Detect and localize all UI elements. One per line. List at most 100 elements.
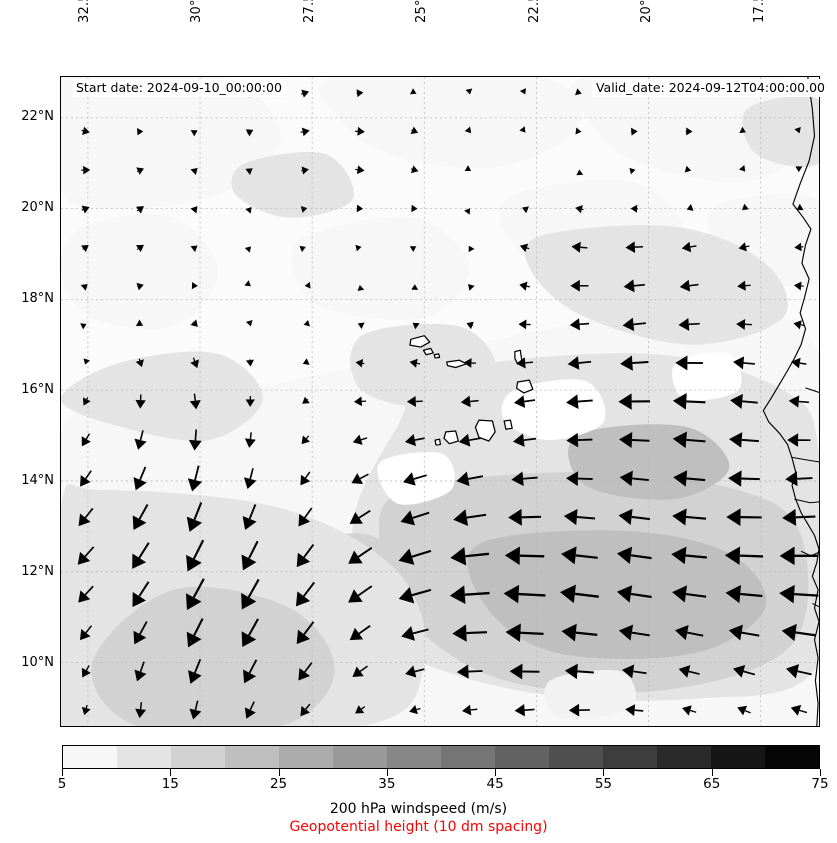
wind-vector: [622, 317, 646, 332]
wind-vector: [241, 578, 260, 610]
wind-vector: [672, 585, 707, 603]
wind-vector: [468, 245, 475, 253]
wind-vector: [303, 319, 310, 327]
wind-vector: [618, 508, 651, 526]
wind-vector: [623, 279, 645, 293]
wind-vector: [188, 658, 202, 684]
wind-vector: [518, 319, 531, 330]
wind-vector: [298, 662, 313, 681]
wind-vector: [136, 206, 144, 214]
colorbar-label-0: 5: [57, 776, 67, 792]
wind-vector: [681, 241, 697, 253]
lon-tick-6: 17.5°W: [752, 0, 767, 23]
wind-vector: [189, 393, 201, 410]
wind-vector: [673, 470, 706, 487]
colorbar-label-2: 25: [269, 776, 288, 792]
wind-vector: [186, 539, 205, 572]
colorbar-segment-5: [333, 746, 387, 768]
wind-vector: [80, 323, 87, 330]
lon-tick-3: 25°W: [414, 0, 430, 23]
wind-vector: [619, 470, 649, 487]
wind-vector: [400, 510, 430, 526]
wind-vector: [785, 471, 813, 487]
wind-vector: [241, 618, 259, 648]
island-sao-nicolau: [446, 359, 468, 369]
wind-vector: [81, 205, 90, 214]
wind-vector: [509, 663, 540, 680]
wind-vector: [355, 705, 366, 714]
wind-vector: [625, 704, 644, 717]
shading-contour-14: [467, 530, 767, 660]
wind-vector: [355, 126, 365, 136]
wind-vector: [781, 623, 817, 642]
wind-vector: [78, 585, 94, 603]
wind-vector: [464, 208, 471, 215]
colorbar-ticks: [62, 769, 821, 779]
wind-vector: [458, 433, 481, 447]
lat-tick-0: 22°N: [21, 108, 54, 124]
wind-vector: [245, 206, 252, 214]
valid-date-annotation: Valid_date: 2024-09-12T04:00:00.00: [591, 79, 829, 98]
wind-vector: [566, 432, 593, 448]
wind-vector: [739, 165, 746, 172]
wind-vector: [355, 244, 362, 252]
wind-vector: [409, 704, 421, 715]
wind-vector: [348, 547, 373, 564]
wind-vector: [349, 624, 371, 641]
wind-vector: [794, 126, 801, 134]
lat-tick-3: 16°N: [21, 382, 54, 398]
lon-tick-1: 30°W: [189, 0, 205, 23]
wind-vector: [793, 320, 805, 330]
wind-vector: [355, 165, 365, 175]
wind-vector: [729, 432, 759, 448]
island-santo-antao: [409, 335, 431, 348]
wind-vector: [514, 703, 535, 717]
wind-vector: [684, 165, 692, 173]
island-boa-vista: [516, 379, 534, 394]
colorbar-segment-10: [603, 746, 657, 768]
wind-vector: [796, 203, 804, 211]
shading-contour-19: [231, 152, 354, 218]
wind-vector: [190, 167, 198, 175]
wind-vector: [449, 585, 490, 604]
wind-vector: [679, 279, 699, 292]
wind-vector: [456, 471, 484, 487]
wind-vector: [241, 540, 259, 571]
wind-vector: [132, 581, 150, 607]
wind-vector: [630, 204, 639, 213]
colorbar-caption-sub: Geopotential height (10 dm spacing): [289, 819, 548, 835]
wind-vector: [675, 355, 703, 371]
wind-vector: [678, 317, 700, 331]
colorbar[interactable]: [62, 745, 820, 769]
wind-vector: [618, 393, 651, 410]
wind-vector: [685, 127, 693, 136]
shading-contour-1: [61, 77, 281, 209]
wind-vector: [575, 127, 582, 135]
wind-vector: [351, 473, 369, 484]
wind-vector: [724, 546, 764, 565]
wind-vector: [561, 623, 598, 642]
shading-contour-17: [91, 586, 335, 726]
wind-vector: [302, 396, 310, 404]
wind-vector: [629, 167, 636, 175]
wind-vector: [576, 169, 584, 176]
wind-vector: [352, 665, 368, 677]
wind-vector: [463, 358, 476, 368]
wind-vector: [81, 244, 89, 253]
wind-vector: [135, 319, 144, 327]
wind-vector: [244, 246, 251, 253]
wind-vector: [737, 280, 751, 291]
wind-vector: [404, 433, 425, 447]
map-plot-area[interactable]: [60, 76, 820, 727]
colorbar-label-3: 35: [378, 776, 396, 792]
wind-vector: [465, 88, 473, 95]
colorbar-segment-7: [441, 746, 495, 768]
wind-vector: [353, 396, 367, 407]
wind-vector: [295, 581, 316, 607]
wind-vector: [513, 433, 537, 447]
wind-vector: [567, 356, 592, 370]
wind-vector: [521, 206, 529, 214]
wind-vector: [468, 284, 475, 291]
lon-tick-4: 22.5°W: [527, 0, 542, 23]
wind-vector: [135, 394, 146, 409]
